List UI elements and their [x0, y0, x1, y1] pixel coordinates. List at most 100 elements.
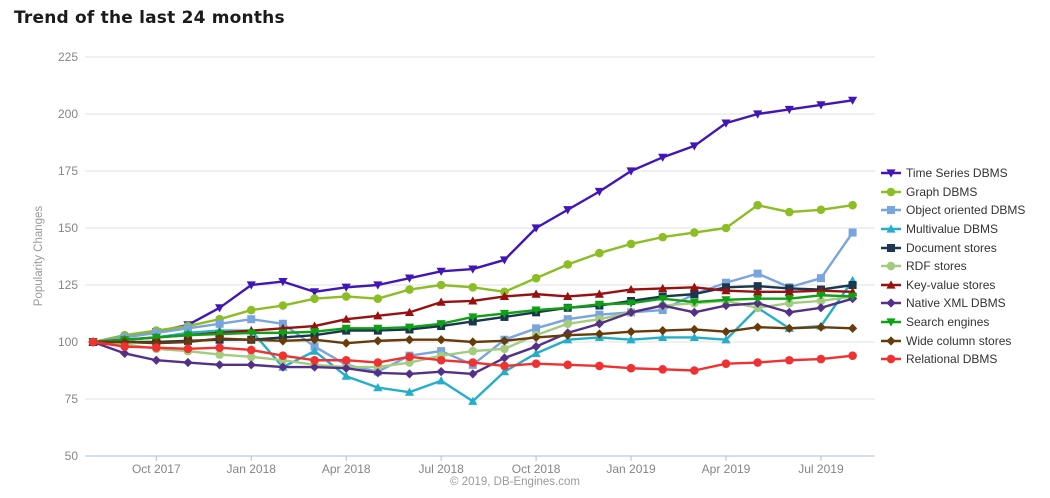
series-marker [848, 292, 858, 301]
series-marker [722, 278, 730, 287]
series-marker [784, 105, 794, 115]
key-value-stores-legend-marker-icon [881, 280, 901, 289]
series-marker [468, 369, 478, 379]
series-marker [658, 283, 668, 293]
legend-item-label: Search engines [906, 315, 990, 330]
series-marker [784, 295, 794, 304]
series-marker [563, 315, 572, 324]
series-marker [246, 345, 256, 355]
legend-item-search-engines[interactable]: Search engines [881, 313, 1049, 332]
series-marker [309, 321, 320, 330]
series-marker [532, 324, 541, 333]
series-marker [341, 363, 351, 373]
series-marker [721, 223, 731, 233]
series-marker [784, 323, 794, 333]
series-marker [373, 311, 383, 320]
series-marker [753, 295, 763, 304]
series-marker [405, 352, 414, 362]
series-marker [689, 324, 699, 335]
y-tick-label: 125 [58, 278, 78, 292]
series-marker [531, 332, 541, 343]
series-marker [341, 314, 351, 323]
series-marker [278, 329, 288, 338]
copyright-notice: © 2019, DB-Engines.com [450, 476, 580, 488]
legend-item-relational-dbms[interactable]: Relational DBMS [881, 350, 1049, 369]
series-marker [784, 287, 794, 296]
series-marker [721, 335, 731, 344]
series-marker [278, 351, 288, 360]
time-series-dbms-legend-marker-icon [881, 169, 901, 178]
series-marker [215, 304, 225, 313]
series-marker [753, 110, 763, 119]
series-marker [626, 335, 636, 344]
rdf-stores-legend-marker-icon [881, 261, 901, 271]
legend-item-label: Wide column stores [906, 333, 1012, 348]
legend-item-label: RDF stores [906, 259, 967, 274]
series-marker [278, 301, 288, 310]
series-marker [468, 265, 478, 274]
series-marker [246, 281, 256, 290]
series-marker [468, 346, 478, 356]
legend-item-native-xml-dbms[interactable]: Native XML DBMS [881, 294, 1049, 313]
series-marker [215, 350, 224, 359]
series-marker [594, 300, 604, 309]
series-marker [563, 360, 573, 370]
series-marker [816, 296, 826, 306]
legend-item-time-series-dbms[interactable]: Time Series DBMS [881, 164, 1049, 183]
series-marker [499, 256, 510, 265]
x-tick-label: Apr 2018 [322, 462, 371, 476]
y-tick-label: 75 [65, 392, 79, 406]
series-marker [246, 335, 256, 345]
series-marker [309, 346, 320, 355]
wide-column-stores-legend-marker-icon [881, 336, 901, 346]
series-marker [405, 285, 414, 294]
series-marker [404, 307, 415, 316]
series-marker [436, 297, 446, 306]
series-marker [563, 260, 573, 269]
series-marker [246, 360, 256, 370]
x-tick-label: Jul 2019 [798, 462, 844, 476]
legend-item-rdf-stores[interactable]: RDF stores [881, 257, 1049, 276]
series-marker [626, 307, 636, 317]
legend-item-document-stores[interactable]: Document stores [881, 238, 1049, 257]
x-tick-label: Apr 2019 [702, 462, 751, 476]
legend-item-wide-column-stores[interactable]: Wide column stores [881, 331, 1049, 350]
series-marker [626, 167, 636, 176]
series-marker [183, 357, 193, 368]
series-marker [886, 187, 896, 197]
y-tick-label: 175 [58, 164, 78, 178]
series-marker [658, 326, 668, 336]
legend-item-multivalue-dbms[interactable]: Multivalue DBMS [881, 220, 1049, 239]
series-marker [721, 119, 731, 128]
series-marker [848, 281, 857, 289]
series-marker [499, 353, 510, 363]
series-marker [753, 200, 762, 210]
series-marker [531, 359, 541, 368]
legend-item-label: Multivalue DBMS [906, 222, 999, 237]
x-tick-label: Jan 2019 [606, 462, 656, 476]
series-marker [721, 300, 731, 311]
series-marker [468, 282, 478, 292]
series-marker [373, 336, 383, 346]
series-marker [215, 360, 225, 370]
legend-item-label: Object oriented DBMS [906, 203, 1026, 218]
series-marker [595, 310, 604, 319]
series-marker [373, 294, 383, 303]
series-marker [886, 336, 896, 346]
series-marker [848, 96, 858, 105]
series-marker [816, 205, 826, 215]
series-marker [785, 207, 794, 217]
series-marker [404, 323, 415, 332]
series-marker [499, 291, 510, 300]
series-marker [500, 361, 509, 371]
legend-item-graph-dbms[interactable]: Graph DBMS [881, 183, 1049, 202]
series-marker [690, 290, 699, 299]
legend-item-label: Native XML DBMS [906, 296, 1006, 311]
series-marker [215, 333, 225, 344]
y-tick-label: 200 [58, 107, 78, 121]
series-marker [341, 292, 351, 301]
x-tick-label: Jul 2018 [418, 462, 464, 476]
legend-item-key-value-stores[interactable]: Key-value stores [881, 276, 1049, 295]
legend-item-object-oriented-dbms[interactable]: Object oriented DBMS [881, 201, 1049, 220]
